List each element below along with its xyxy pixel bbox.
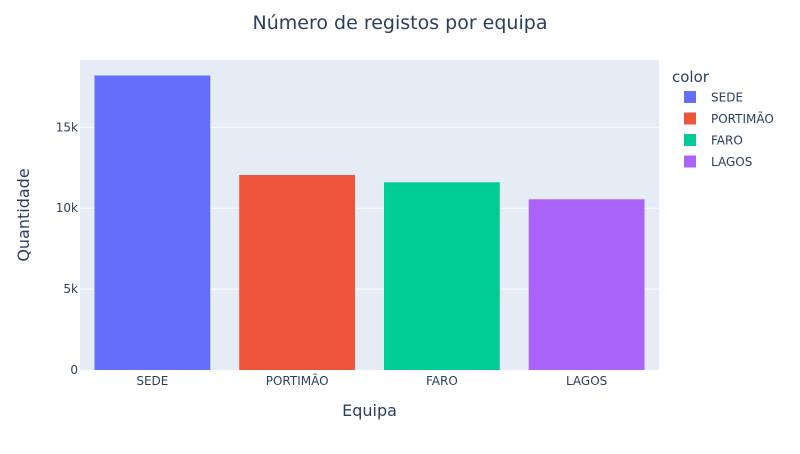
- x-tick-label: PORTIMÃO: [266, 373, 329, 388]
- bar-portimão[interactable]: [239, 175, 356, 370]
- legend-item[interactable]: LAGOS: [684, 155, 752, 169]
- x-axis-ticks: SEDE PORTIMÃO FARO LAGOS: [136, 373, 607, 388]
- legend-item[interactable]: PORTIMÃO: [684, 111, 774, 126]
- legend-label: FARO: [711, 134, 743, 148]
- y-axis-ticks: 0 5k 10k 15k: [56, 120, 78, 377]
- bar-sede[interactable]: [94, 75, 211, 370]
- legend-swatch: [684, 91, 696, 103]
- legend: color SEDE PORTIMÃO FARO LAGOS: [672, 68, 774, 169]
- x-tick-label: FARO: [426, 374, 458, 388]
- y-tick-label: 10k: [56, 201, 78, 215]
- y-axis-title: Quantidade: [14, 168, 33, 261]
- bars: [94, 75, 645, 370]
- legend-label: LAGOS: [711, 155, 752, 169]
- legend-item[interactable]: FARO: [684, 134, 743, 148]
- chart-title: Número de registos por equipa: [253, 12, 548, 34]
- legend-swatch: [684, 155, 696, 168]
- y-tick-label: 15k: [56, 120, 78, 134]
- legend-swatch: [684, 112, 696, 125]
- legend-label: SEDE: [711, 91, 743, 105]
- x-tick-label: LAGOS: [566, 374, 607, 388]
- bar-lagos[interactable]: [528, 199, 645, 370]
- bar-faro[interactable]: [383, 182, 500, 370]
- legend-title: color: [672, 68, 710, 86]
- y-tick-label: 0: [70, 363, 78, 377]
- x-tick-label: SEDE: [136, 374, 168, 388]
- legend-label: PORTIMÃO: [711, 111, 774, 126]
- legend-items: SEDE PORTIMÃO FARO LAGOS: [684, 91, 774, 169]
- legend-item[interactable]: SEDE: [684, 91, 743, 105]
- x-axis-title: Equipa: [342, 401, 397, 420]
- legend-swatch: [684, 134, 696, 146]
- y-tick-label: 5k: [63, 282, 78, 296]
